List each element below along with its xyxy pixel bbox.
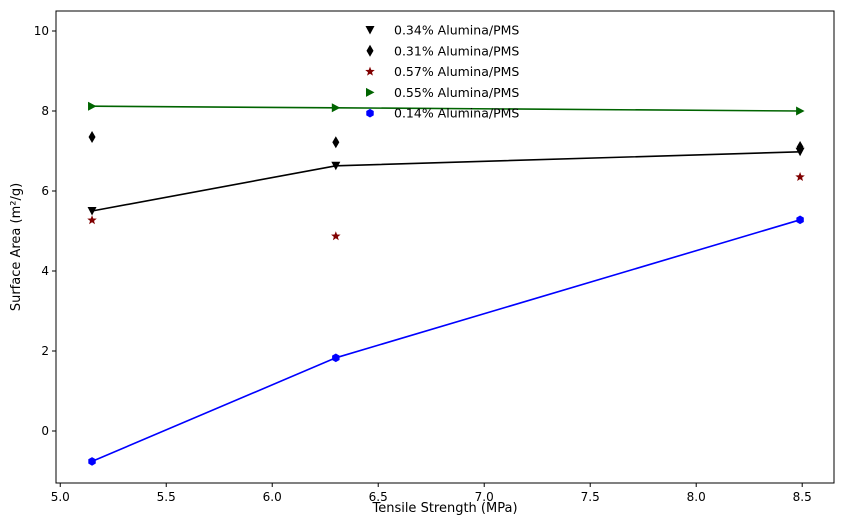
- data-point: [795, 172, 805, 182]
- x-tick-label: 6.5: [369, 490, 388, 504]
- series-line: [91, 151, 801, 212]
- series-1: [88, 131, 804, 153]
- plot-content: [87, 101, 805, 466]
- y-tick-label: 4: [41, 264, 49, 278]
- plot-frame: [55, 10, 835, 484]
- series-4: [88, 215, 804, 466]
- y-tick-label: 2: [41, 344, 49, 358]
- x-tick-label: 6.0: [263, 490, 282, 504]
- legend-label: 0.31% Alumina/PMS: [394, 43, 519, 58]
- y-tick-label: 8: [41, 104, 49, 118]
- legend-label: 0.14% Alumina/PMS: [394, 106, 519, 121]
- data-point: [796, 215, 804, 225]
- data-point: [331, 103, 341, 113]
- data-point: [796, 106, 805, 116]
- y-axis-label: Surface Area (m²/g): [9, 183, 24, 311]
- series-line: [91, 219, 801, 463]
- x-tick-label: 5.5: [157, 490, 176, 504]
- legend-marker: [366, 44, 374, 57]
- y-tick-label: 6: [41, 184, 49, 198]
- x-tick-label: 8.0: [687, 490, 706, 504]
- data-point: [331, 231, 341, 241]
- data-point: [796, 141, 804, 153]
- x-tick-label: 8.5: [793, 490, 812, 504]
- legend: 0.34% Alumina/PMS 0.31% Alumina/PMS 0.57% …: [365, 23, 519, 121]
- x-tick-label: 5.0: [51, 490, 70, 504]
- legend-label: 0.34% Alumina/PMS: [394, 23, 519, 38]
- series-0: [87, 147, 805, 216]
- y-tick-label: 10: [34, 24, 49, 38]
- legend-marker: [365, 66, 375, 76]
- data-point: [331, 161, 341, 171]
- legend-marker: [366, 108, 374, 118]
- data-point: [88, 457, 96, 466]
- x-tick-label: 7.5: [581, 490, 600, 504]
- data-point: [332, 353, 340, 363]
- data-point: [88, 101, 97, 111]
- legend-label: 0.57% Alumina/PMS: [394, 64, 519, 79]
- x-axis-label: Tensile Strength (MPa): [371, 501, 517, 516]
- legend-item: 0.34% Alumina/PMS: [365, 23, 519, 38]
- y-axis-ticks: 0 2 4 6 8 10: [34, 24, 56, 438]
- legend-item: 0.14% Alumina/PMS: [366, 106, 519, 121]
- x-tick-label: 7.0: [475, 490, 494, 504]
- x-axis-ticks: 5.0 5.5 6.0 6.5 7.0 7.5 8.0 8.5: [51, 483, 812, 504]
- legend-marker: [365, 26, 375, 35]
- data-point: [87, 207, 97, 216]
- data-point: [88, 131, 96, 143]
- series-2: [87, 172, 805, 241]
- legend-label: 0.55% Alumina/PMS: [394, 85, 519, 100]
- y-tick-label: 0: [41, 424, 49, 438]
- legend-item: 0.57% Alumina/PMS: [365, 64, 519, 79]
- legend-item: 0.55% Alumina/PMS: [366, 85, 519, 100]
- data-point: [332, 136, 340, 149]
- series-3: [88, 101, 805, 116]
- legend-marker: [366, 87, 375, 97]
- data-point: [87, 215, 97, 225]
- legend-item: 0.31% Alumina/PMS: [366, 43, 519, 58]
